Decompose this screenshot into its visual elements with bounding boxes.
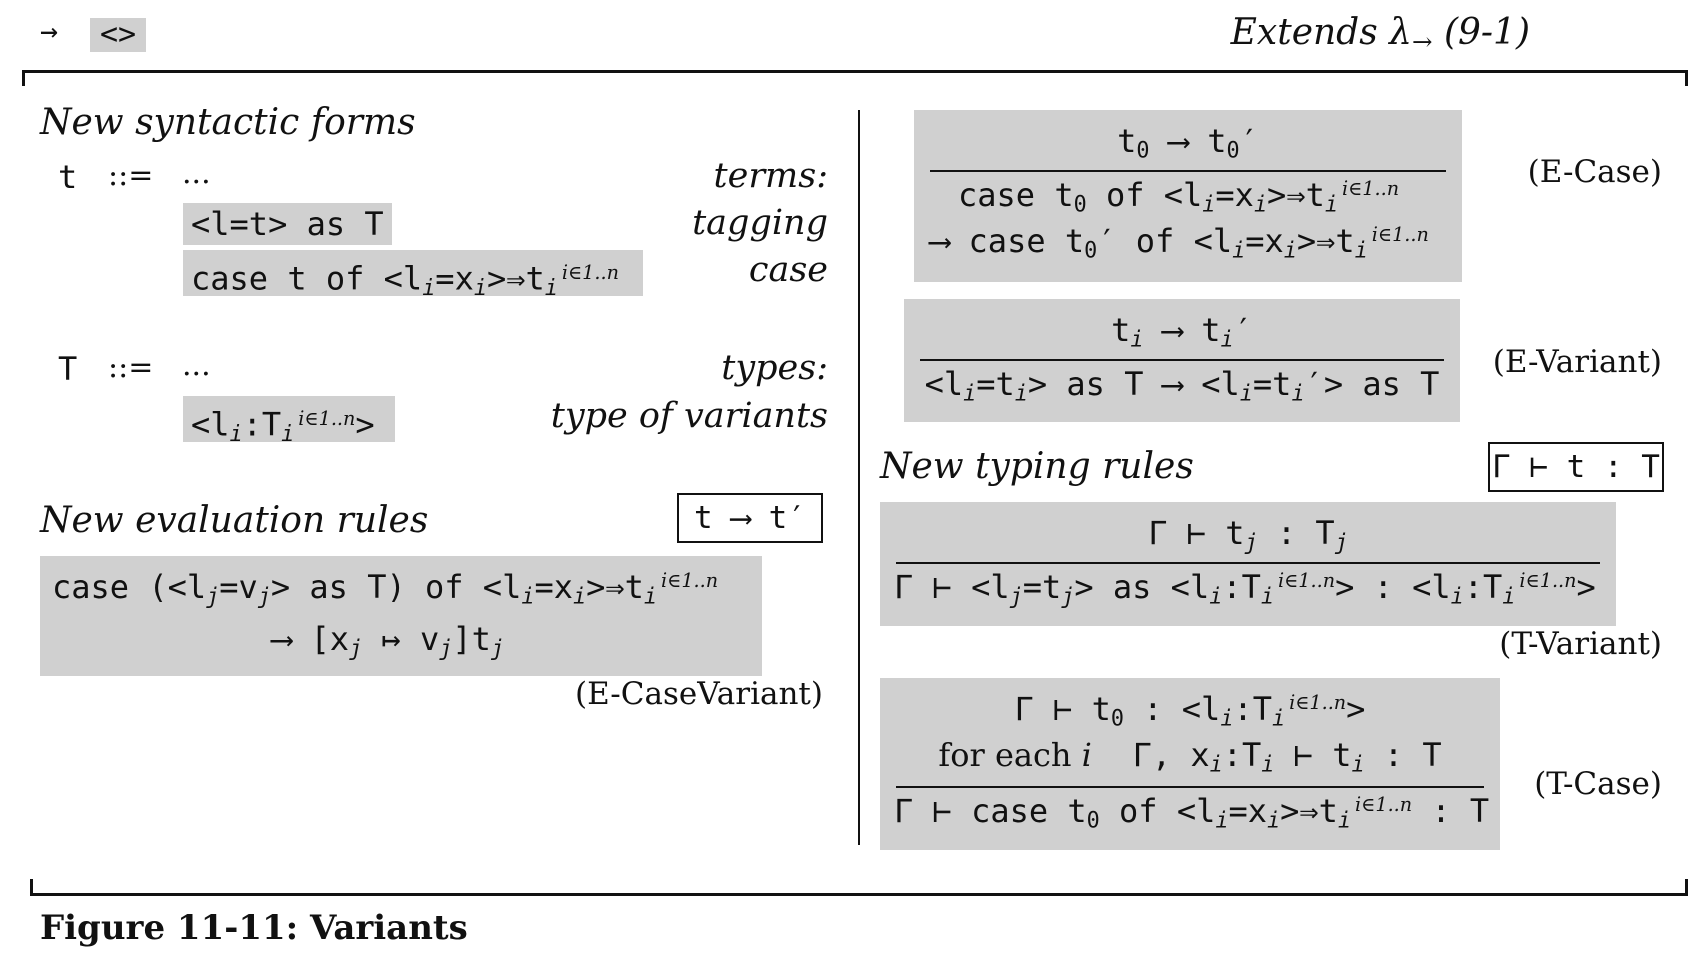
t-variant-rule: Γ ⊢ tj : Tj Γ ⊢ <lj=tj> as <li:Tii∈1..n>…	[880, 502, 1616, 626]
terms-desc: terms:	[713, 156, 828, 196]
arrow-symbol: →	[40, 14, 59, 49]
bottom-rule-left-tick	[30, 879, 33, 896]
case-desc: case	[748, 250, 828, 290]
e-variant-label: (E-Variant)	[1492, 344, 1662, 380]
eval-judgment: t ⟶ t′	[677, 493, 823, 543]
t-case-premise-1: Γ ⊢ t0 : <li:Tii∈1..n>	[1014, 690, 1366, 732]
e-case-label: (E-Case)	[1527, 154, 1662, 190]
types-def: ::=	[108, 350, 154, 385]
terms-dots: ...	[182, 156, 211, 191]
tagging-desc: tagging	[692, 203, 828, 243]
t-variant-conclusion: Γ ⊢ <lj=tj> as <li:Tii∈1..n> : <li:Tii∈1…	[894, 568, 1596, 610]
t-variant-premise: Γ ⊢ tj : Tj	[1148, 514, 1348, 556]
column-divider	[858, 110, 860, 845]
e-variant-premise: ti ⟶ ti′	[1111, 311, 1253, 353]
e-case-premise: t0 ⟶ t0′	[1117, 122, 1259, 164]
e-variant-bar	[920, 359, 1444, 361]
e-casevariant-rule: case (<lj=vj> as T) of <li=xi>⇒tii∈1..n …	[40, 556, 762, 676]
variant-type-form: <li:Tii∈1..n>	[183, 396, 395, 447]
e-case-bar	[930, 170, 1446, 172]
t-case-conclusion: Γ ⊢ case t0 of <li=xi>⇒tii∈1..n : T	[894, 792, 1490, 834]
case-form: case t of <li=xi>⇒tii∈1..n	[183, 250, 643, 301]
bottom-rule	[30, 893, 1688, 896]
terms-symbol: t	[58, 158, 78, 196]
t-case-rule: Γ ⊢ t0 : <li:Tii∈1..n> for each i Γ, xi:…	[880, 678, 1500, 850]
e-case-rule: t0 ⟶ t0′ case t0 of <li=xi>⇒tii∈1..n ⟶ c…	[914, 110, 1462, 282]
e-case-conclusion-2: ⟶ case t0′ of <li=xi>⇒tii∈1..n	[930, 222, 1429, 264]
top-rule	[22, 70, 1688, 73]
variant-type-desc: type of variants	[550, 396, 828, 436]
top-rule-left-tick	[22, 70, 25, 86]
figure-caption: Figure 11-11: Variants	[40, 908, 468, 948]
e-variant-rule: ti ⟶ ti′ <li=ti> as T ⟶ <li=ti′> as T	[904, 299, 1460, 422]
t-case-bar	[896, 786, 1484, 788]
t-variant-bar	[896, 562, 1600, 564]
typing-judgment: Γ ⊢ t : T	[1488, 442, 1664, 492]
e-casevariant-line2: ⟶ [xj ↦ vj]tj	[272, 620, 504, 662]
types-dots: ...	[182, 348, 211, 383]
tagging-form: <l=t> as T	[183, 203, 392, 245]
typing-heading: New typing rules	[880, 446, 1194, 487]
variant-tag: <>	[90, 18, 147, 52]
eval-heading: New evaluation rules	[40, 500, 429, 541]
types-symbol: T	[58, 350, 78, 388]
syntax-heading: New syntactic forms	[40, 102, 416, 143]
t-case-premise-2: for each i Γ, xi:Ti ⊢ ti : T	[938, 736, 1442, 778]
e-variant-conclusion: <li=ti> as T ⟶ <li=ti′> as T	[924, 365, 1440, 407]
e-casevariant-line1: case (<lj=vj> as T) of <li=xi>⇒tii∈1..n	[52, 568, 719, 610]
terms-def: ::=	[108, 158, 154, 193]
extends-label: Extends λ→ (9-1)	[1230, 12, 1530, 57]
e-case-conclusion-1: case t0 of <li=xi>⇒tii∈1..n	[958, 176, 1400, 218]
types-desc: types:	[721, 348, 828, 388]
top-rule-right-tick	[1685, 70, 1688, 86]
e-casevariant-label: (E-CaseVariant)	[575, 676, 823, 712]
t-case-label: (T-Case)	[1534, 766, 1662, 802]
t-variant-label: (T-Variant)	[1499, 626, 1662, 662]
bottom-rule-right-tick	[1685, 879, 1688, 896]
